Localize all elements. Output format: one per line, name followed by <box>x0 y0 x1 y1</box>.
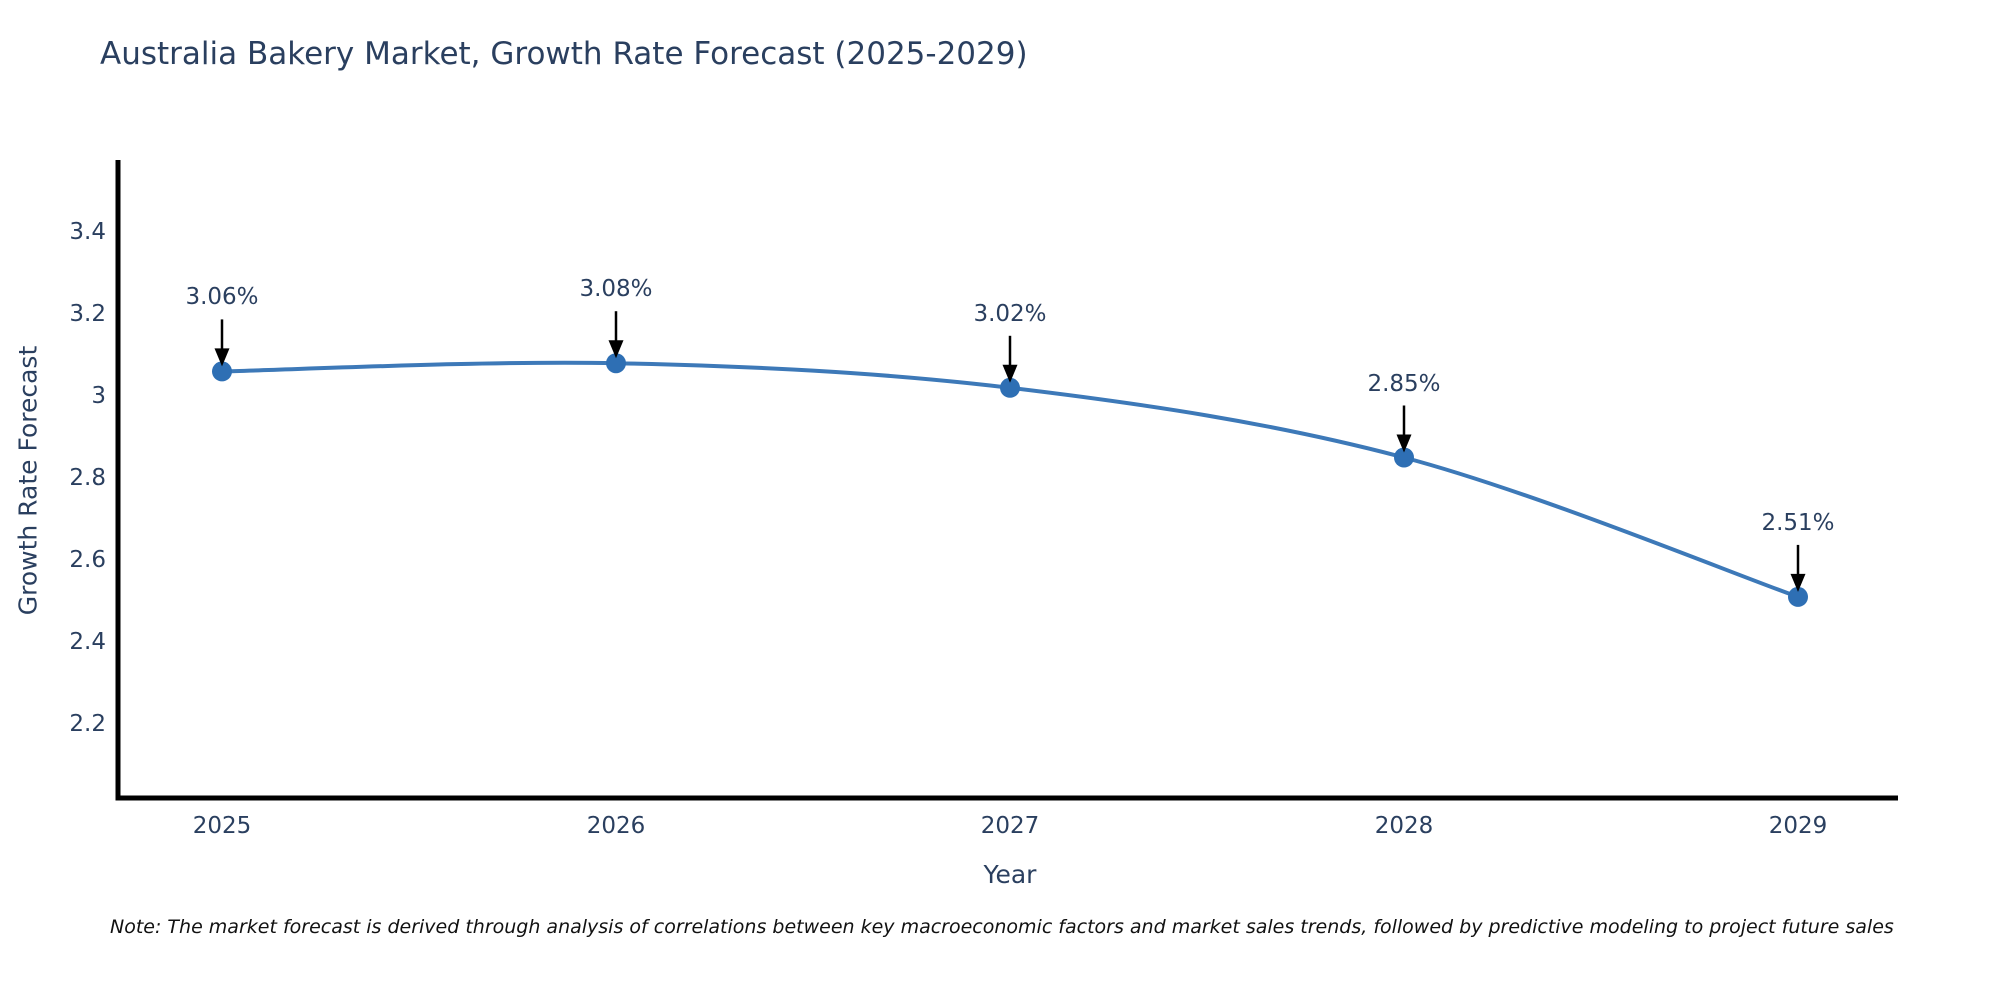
annotation-label: 2.85% <box>1367 370 1441 397</box>
x-tick-label: 2028 <box>1374 813 1434 839</box>
annotation-arrowhead <box>608 340 624 359</box>
data-point-marker <box>1000 377 1020 398</box>
annotation-arrowhead <box>1790 573 1806 592</box>
annotation-arrowhead <box>1002 364 1018 383</box>
y-tick-label: 2.6 <box>69 547 106 573</box>
y-tick-label: 3.4 <box>69 219 106 245</box>
data-point-marker <box>1394 447 1414 468</box>
data-point-marker <box>606 353 626 374</box>
y-tick-label: 3.2 <box>69 301 106 327</box>
data-point-marker <box>1788 586 1808 607</box>
annotation-label: 3.02% <box>973 300 1047 327</box>
x-tick-label: 2025 <box>192 813 252 839</box>
data-point-marker <box>212 361 232 382</box>
x-tick-label: 2029 <box>1768 813 1828 839</box>
note-text: Note: The market forecast is derived thr… <box>110 916 1894 938</box>
annotation-label: 3.06% <box>185 284 259 311</box>
chart-title: Australia Bakery Market, Growth Rate For… <box>100 36 1028 72</box>
annotation-label: 3.08% <box>579 276 653 303</box>
y-tick-label: 3 <box>91 383 106 409</box>
x-axis-title: Year <box>983 860 1037 889</box>
x-tick-label: 2026 <box>586 813 646 839</box>
annotation-arrowhead <box>1396 434 1412 453</box>
y-axis-title: Growth Rate Forecast <box>13 345 43 616</box>
line-series <box>221 360 1799 599</box>
y-tick-label: 2.8 <box>69 465 106 491</box>
annotation-arrowhead <box>214 348 230 367</box>
annotation-label: 2.51% <box>1761 509 1835 536</box>
y-tick-label: 2.4 <box>69 629 106 655</box>
y-tick-label: 2.2 <box>69 711 106 737</box>
x-tick-label: 2027 <box>980 813 1040 839</box>
